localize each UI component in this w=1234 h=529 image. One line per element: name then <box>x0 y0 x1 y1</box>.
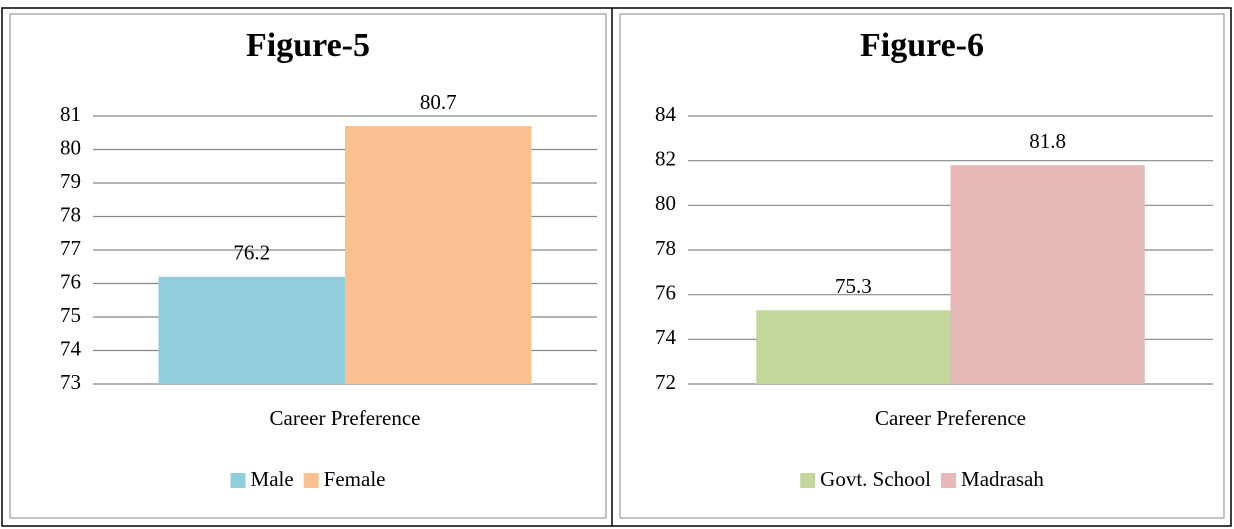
y-tick-label: 81 <box>60 102 81 126</box>
chart-title: Figure-5 <box>246 27 370 64</box>
y-tick-label: 80 <box>655 191 676 215</box>
bar <box>345 126 532 385</box>
y-tick-label: 79 <box>60 169 81 193</box>
y-tick-label: 76 <box>655 280 676 304</box>
legend-label: Female <box>324 467 386 491</box>
x-tick-label: Career Preference <box>875 406 1026 430</box>
data-label: 75.3 <box>835 274 872 298</box>
y-tick-label: 80 <box>60 135 81 159</box>
y-tick-label: 76 <box>60 269 81 293</box>
y-tick-label: 74 <box>60 336 82 360</box>
y-tick-label: 74 <box>655 325 677 349</box>
bar <box>158 276 345 384</box>
data-label: 81.8 <box>1029 129 1066 153</box>
outer-border <box>1 7 1232 527</box>
y-tick-label: 75 <box>60 303 81 327</box>
legend-label: Male <box>251 467 294 491</box>
data-label: 80.7 <box>420 90 457 114</box>
y-tick-label: 78 <box>60 202 81 226</box>
x-tick-label: Career Preference <box>270 406 421 430</box>
legend-label: Madrasah <box>961 467 1044 491</box>
legend-swatch <box>303 473 319 488</box>
y-tick-label: 73 <box>60 370 81 394</box>
bar <box>756 310 951 384</box>
legend-label: Govt. School <box>820 467 931 491</box>
y-tick-label: 84 <box>655 102 677 126</box>
chart-title: Figure-6 <box>860 27 984 64</box>
y-tick-label: 78 <box>655 236 676 260</box>
data-label: 76.2 <box>233 241 270 265</box>
legend-swatch <box>230 473 246 488</box>
bar <box>950 165 1145 384</box>
legend-swatch <box>941 473 957 488</box>
legend-swatch <box>800 473 816 488</box>
y-tick-label: 77 <box>60 236 81 260</box>
y-tick-label: 72 <box>655 370 676 394</box>
y-tick-label: 82 <box>655 146 676 170</box>
